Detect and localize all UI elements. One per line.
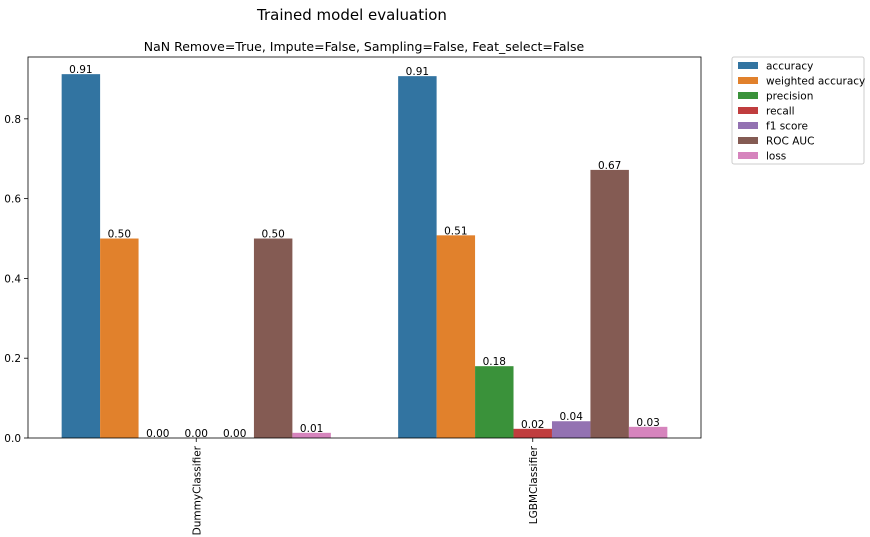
y-tick-label: 0.8 [4,114,21,126]
bar-value-label: 0.50 [261,229,284,241]
bar-value-label: 0.67 [598,160,621,172]
legend-label: loss [766,151,786,163]
legend-label: f1 score [766,121,808,133]
bar-value-label: 0.03 [636,417,659,429]
bar [61,74,101,439]
y-tick-label: 0.0 [4,433,21,445]
bar-value-label: 0.00 [185,428,208,440]
bar-value-label: 0.18 [483,356,506,368]
bar [628,426,668,438]
legend-swatch [738,77,758,84]
legend-swatch [738,137,758,144]
bar [551,421,591,438]
x-tick-label: LGBMClassifier [528,445,540,524]
legend-label: accuracy [766,61,813,73]
legend-swatch [738,107,758,114]
x-tick-label: DummyClassifier [191,445,203,535]
chart-title: Trained model evaluation [256,6,447,24]
bar-value-label: 0.00 [223,428,246,440]
x-axis-ticks: DummyClassifier LGBMClassifier [191,438,540,535]
bar [100,238,139,438]
bar-value-label: 0.50 [108,229,131,241]
y-tick-label: 0.4 [4,273,21,285]
bar [475,366,514,438]
bar-value-label: 0.04 [560,411,584,423]
legend-swatch [738,152,758,159]
legend-swatch [738,62,758,69]
bar-value-label: 0.51 [444,225,467,237]
y-tick-label: 0.2 [4,353,21,365]
bar-value-label: 0.02 [521,419,544,431]
legend: accuracy weighted accuracy precision recall… [731,56,865,165]
bar-labels: 0.91 0.50 0.00 0.00 0.00 0.50 0.01 0.91 0.51 0.18… [69,64,660,440]
bar-value-label: 0.01 [300,423,323,435]
bar-value-label: 0.91 [406,66,429,78]
legend-swatch [738,92,758,99]
y-tick-label: 0.6 [4,194,21,206]
legend-frame [731,56,865,165]
bar-value-label: 0.91 [69,64,92,76]
chart-subtitle: NaN Remove=True, Impute=False, Sampling=… [144,39,585,54]
bar [253,238,293,438]
bar [398,76,437,439]
legend-label: recall [766,106,795,118]
bar [292,432,331,438]
bar [436,235,476,438]
y-axis-ticks: 0.0 0.2 0.4 0.6 0.8 [4,114,28,445]
bars [61,74,668,439]
legend-label: weighted accuracy [766,76,865,88]
plot-area-frame [27,56,702,439]
legend-swatch [738,122,758,129]
bar-value-label: 0.00 [146,428,169,440]
legend-label: precision [766,91,813,103]
bar [590,169,629,438]
bar [513,428,552,438]
legend-label: ROC AUC [766,136,814,148]
